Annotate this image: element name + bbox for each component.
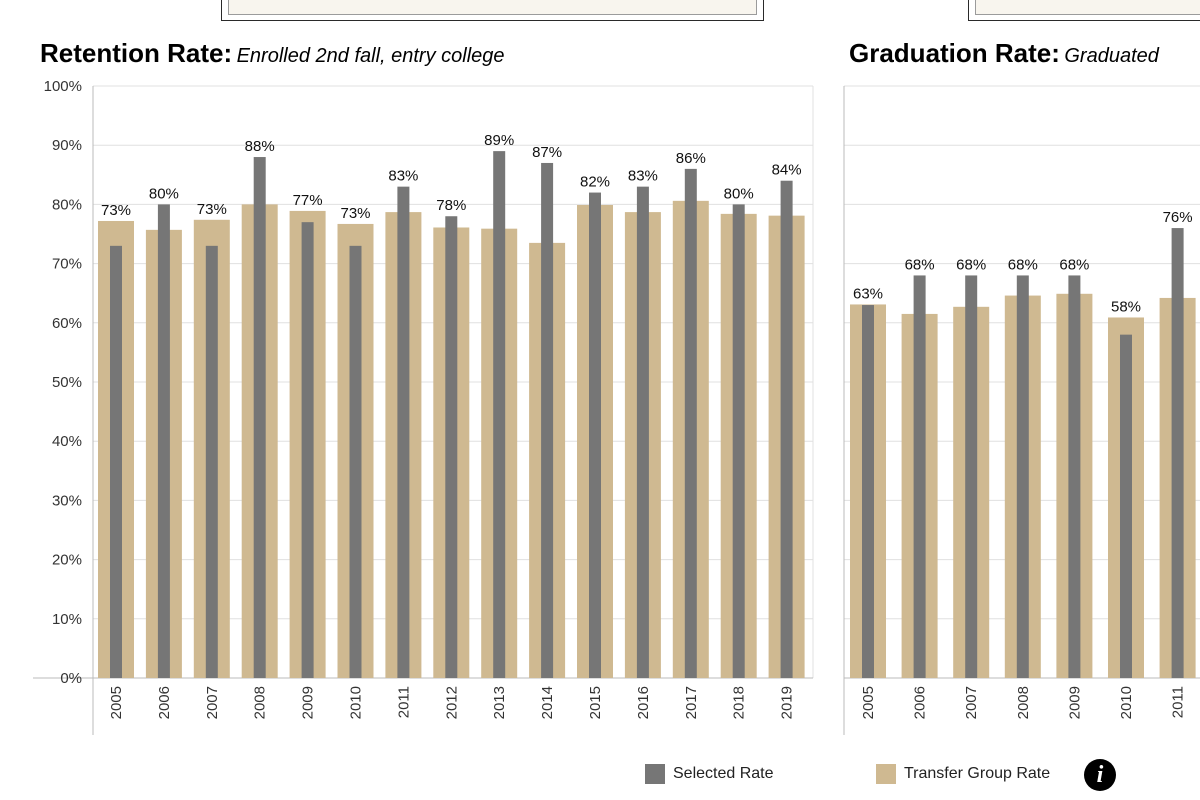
graduation-x-tick-label: 2007 [963,686,980,719]
graduation-data-label: 68% [905,256,935,273]
graduation-bar-selected [1120,334,1132,678]
retention-bar-selected [445,216,458,679]
legend-selected-label: Selected Rate [673,765,774,782]
retention-x-tick-label: 2014 [539,686,556,719]
retention-bar-selected [205,245,218,678]
top-left-panel-inner [228,0,757,15]
retention-x-tick-label: 2008 [252,686,269,719]
retention-data-label: 82% [580,174,610,191]
retention-y-tick-label: 40% [52,433,82,450]
retention-x-tick-label: 2015 [587,686,604,719]
retention-bar-selected [636,186,649,678]
graduation-data-label: 68% [956,256,986,273]
graduation-data-label: 68% [1008,256,1038,273]
retention-x-tick-label: 2005 [108,686,125,719]
graduation-data-label: 63% [853,285,883,302]
retention-data-label: 88% [245,138,275,155]
retention-data-label: 80% [724,185,754,202]
retention-y-tick-label: 90% [52,137,82,154]
retention-bar-selected [493,151,506,678]
retention-bar-selected [253,157,266,679]
retention-bar-selected [349,245,362,678]
retention-x-tick-label: 2012 [443,686,460,719]
retention-data-label: 89% [484,132,514,149]
graduation-data-label: 68% [1059,256,1089,273]
top-right-panel-frame [968,0,1200,21]
retention-bar-selected [589,192,601,678]
retention-y-tick-label: 30% [52,492,82,509]
graduation-x-tick-label: 2009 [1066,686,1083,719]
retention-data-label: 86% [676,150,706,167]
retention-x-tick-label: 2017 [683,686,700,719]
legend-selected: Selected Rate [645,764,774,784]
top-left-panel-frame [221,0,764,21]
retention-bar-selected [110,245,122,678]
retention-y-tick-label: 10% [52,611,82,628]
retention-x-tick-label: 2018 [731,686,748,719]
graduation-x-tick-label: 2005 [860,686,877,719]
retention-data-label: 83% [628,168,658,185]
graduation-subtitle: Graduated [1064,45,1159,67]
legend-transfer-label: Transfer Group Rate [904,765,1051,782]
graduation-data-label: 76% [1163,209,1193,226]
retention-x-tick-label: 2007 [204,686,221,719]
retention-y-tick-label: 100% [44,78,82,95]
retention-bar-selected [732,204,745,678]
retention-bar-selected [397,186,410,678]
retention-data-label: 77% [293,192,323,209]
graduation-x-tick-label: 2010 [1118,686,1135,719]
retention-bar-selected [541,162,554,678]
top-right-panel-inner [975,0,1200,15]
retention-y-tick-label: 0% [60,670,82,687]
info-icon[interactable]: i [1084,759,1116,791]
graduation-bar-selected [965,275,978,678]
retention-x-tick-label: 2011 [395,686,412,718]
retention-data-label: 87% [532,144,562,161]
retention-bar-selected [780,180,793,678]
retention-x-tick-label: 2013 [491,686,508,719]
retention-data-label: 73% [101,202,131,219]
graduation-bar-selected [1016,275,1029,678]
graduation-chart-title: Graduation Rate: Graduated [849,38,1159,69]
retention-data-label: 73% [340,205,370,222]
graduation-x-tick-label: 2011 [1170,686,1187,718]
retention-y-tick-label: 60% [52,315,82,332]
retention-data-label: 78% [436,197,466,214]
retention-data-label: 84% [772,162,802,179]
retention-bar-selected [301,222,314,678]
graduation-bar-selected [1171,228,1184,678]
retention-data-label: 83% [388,168,418,185]
retention-data-label: 80% [149,185,179,202]
retention-y-tick-label: 50% [52,374,82,391]
graduation-bar-selected [862,305,874,678]
graduation-bar-selected [913,275,926,678]
retention-bar-selected [157,204,170,678]
retention-y-tick-label: 80% [52,196,82,213]
retention-y-tick-label: 70% [52,256,82,273]
graduation-x-tick-label: 2008 [1015,686,1032,719]
retention-x-tick-label: 2010 [348,686,365,719]
retention-title: Retention Rate: [40,38,233,68]
retention-data-label: 73% [197,201,227,218]
graduation-title: Graduation Rate: [849,38,1060,68]
retention-x-tick-label: 2009 [300,686,317,719]
retention-x-tick-label: 2019 [779,686,796,719]
retention-bar-selected [684,168,697,678]
retention-chart-title: Retention Rate: Enrolled 2nd fall, entry… [40,38,505,69]
legend-transfer-swatch [876,764,896,784]
graduation-bar-selected [1068,275,1081,678]
retention-x-tick-label: 2006 [156,686,173,719]
legend-selected-swatch [645,764,665,784]
retention-x-tick-label: 2016 [635,686,652,719]
graduation-data-label: 58% [1111,298,1141,315]
retention-y-tick-label: 20% [52,552,82,569]
retention-subtitle: Enrolled 2nd fall, entry college [236,45,505,67]
legend-transfer: Transfer Group Rate [876,764,1050,784]
graduation-x-tick-label: 2006 [912,686,929,719]
